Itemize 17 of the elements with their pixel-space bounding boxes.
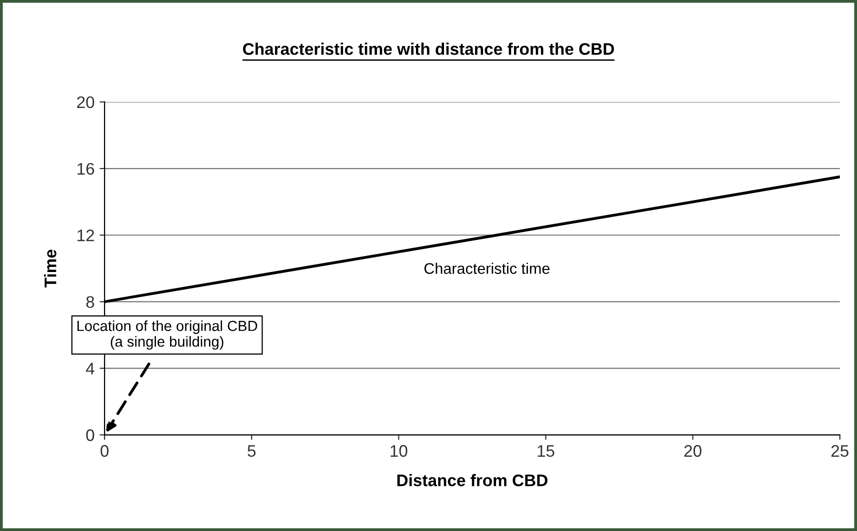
x-tick-label: 10 <box>390 445 408 457</box>
y-tick-label: 0 <box>86 429 94 442</box>
y-tick-label: 8 <box>86 296 94 308</box>
x-tick-label: 15 <box>538 445 554 457</box>
x-tick-label: 5 <box>248 445 256 457</box>
x-tick-label: 25 <box>831 445 848 457</box>
y-axis-title: Time <box>44 250 56 288</box>
annotation: Location of the original CBD (a single building) <box>77 320 258 350</box>
x-axis-title: Distance from CBD <box>397 474 548 486</box>
x-tick-label: 20 <box>684 445 702 457</box>
chart-title: Characteristic time with distance from the CBD <box>243 42 614 55</box>
y-tick-label: 4 <box>86 362 94 374</box>
series-label: Characteristic time <box>424 262 550 274</box>
y-tick-label: 20 <box>77 96 94 108</box>
x-tick-label: 0 <box>100 445 109 457</box>
y-tick-label: 16 <box>78 162 94 175</box>
y-tick-label: 12 <box>78 230 94 242</box>
